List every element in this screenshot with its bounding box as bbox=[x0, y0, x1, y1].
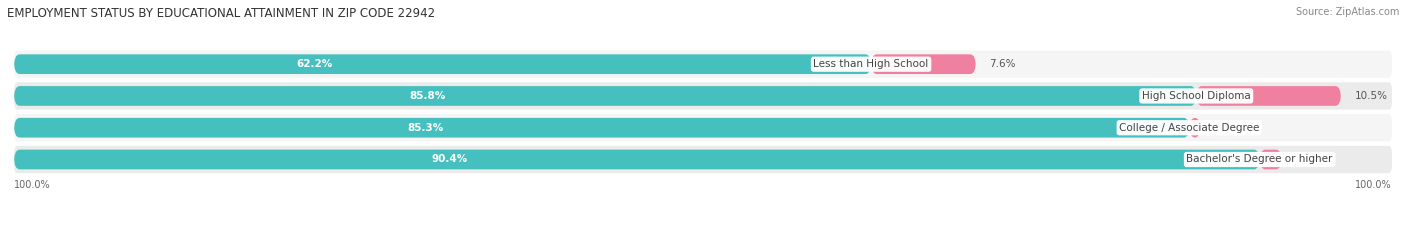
Text: College / Associate Degree: College / Associate Degree bbox=[1119, 123, 1260, 133]
FancyBboxPatch shape bbox=[1197, 86, 1341, 106]
Text: 10.5%: 10.5% bbox=[1355, 91, 1388, 101]
FancyBboxPatch shape bbox=[1189, 118, 1201, 137]
FancyBboxPatch shape bbox=[14, 146, 1392, 173]
Text: Source: ZipAtlas.com: Source: ZipAtlas.com bbox=[1295, 7, 1399, 17]
Text: High School Diploma: High School Diploma bbox=[1142, 91, 1251, 101]
Text: 100.0%: 100.0% bbox=[14, 180, 51, 190]
Text: 90.4%: 90.4% bbox=[432, 154, 468, 164]
FancyBboxPatch shape bbox=[1260, 150, 1282, 169]
Text: Less than High School: Less than High School bbox=[814, 59, 929, 69]
FancyBboxPatch shape bbox=[14, 82, 1392, 110]
Text: 0.8%: 0.8% bbox=[1215, 123, 1240, 133]
FancyBboxPatch shape bbox=[14, 150, 1260, 169]
FancyBboxPatch shape bbox=[14, 54, 872, 74]
FancyBboxPatch shape bbox=[14, 114, 1392, 141]
Text: 85.3%: 85.3% bbox=[408, 123, 443, 133]
FancyBboxPatch shape bbox=[14, 118, 1189, 137]
FancyBboxPatch shape bbox=[14, 51, 1392, 78]
FancyBboxPatch shape bbox=[872, 54, 976, 74]
Text: 7.6%: 7.6% bbox=[990, 59, 1017, 69]
Text: 100.0%: 100.0% bbox=[1355, 180, 1392, 190]
FancyBboxPatch shape bbox=[14, 86, 1197, 106]
Text: 1.6%: 1.6% bbox=[1295, 154, 1322, 164]
Text: Bachelor's Degree or higher: Bachelor's Degree or higher bbox=[1187, 154, 1333, 164]
Text: 85.8%: 85.8% bbox=[409, 91, 446, 101]
Text: 62.2%: 62.2% bbox=[295, 59, 332, 69]
Text: EMPLOYMENT STATUS BY EDUCATIONAL ATTAINMENT IN ZIP CODE 22942: EMPLOYMENT STATUS BY EDUCATIONAL ATTAINM… bbox=[7, 7, 434, 20]
